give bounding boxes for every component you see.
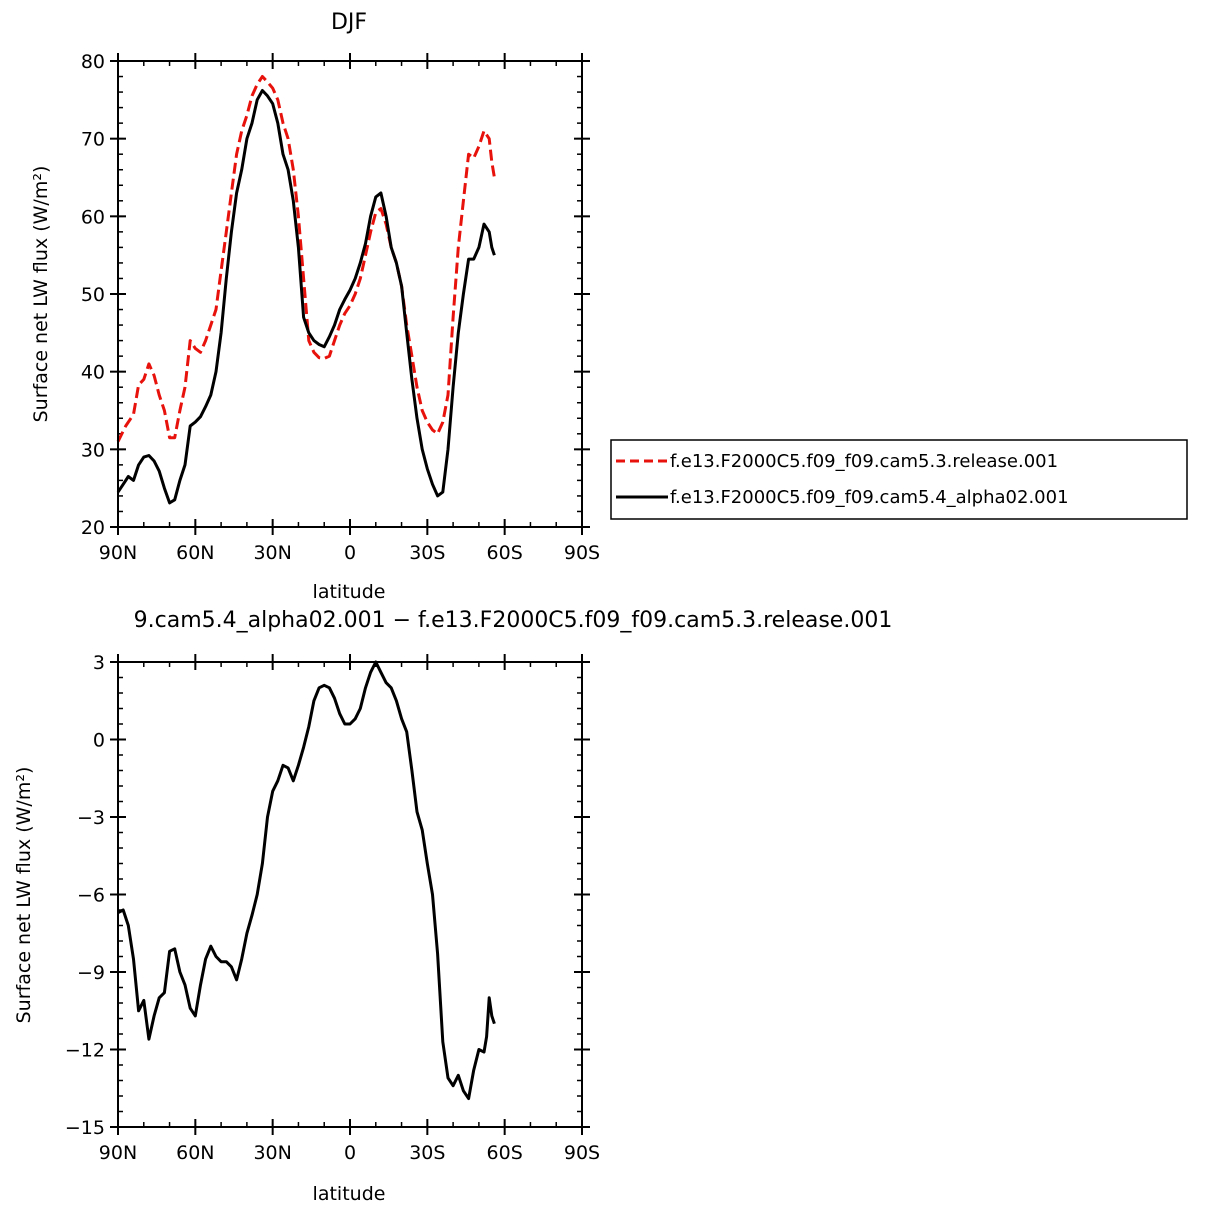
x-tick-label: 30S bbox=[409, 1142, 445, 1164]
top-plot-frame bbox=[117, 60, 583, 528]
bottom-series-lines bbox=[117, 660, 496, 1101]
x-tick-label: 90S bbox=[564, 1142, 600, 1164]
legend: f.e13.F2000C5.f09_f09.cam5.3.release.001… bbox=[610, 439, 1188, 520]
top-panel: DJF 20 30 40 50 60 70 80 90N 60N 30N 0 30S 60S 90S l… bbox=[30, 10, 1188, 603]
x-tick-label: 90S bbox=[564, 542, 600, 564]
y-tick-label: 0 bbox=[93, 730, 105, 752]
series-line-0 bbox=[116, 75, 496, 443]
x-tick-label: 0 bbox=[344, 1142, 356, 1164]
x-tick-label: 60N bbox=[176, 542, 214, 564]
bottom-y-axis-title: Surface net LW flux (W/m²) bbox=[13, 767, 35, 1024]
x-tick-label: 60N bbox=[176, 1142, 214, 1164]
series-line-0 bbox=[117, 660, 496, 1101]
y-tick-label: 60 bbox=[81, 206, 105, 228]
x-tick-label: 30N bbox=[253, 542, 291, 564]
y-tick-label: 50 bbox=[81, 284, 105, 306]
y-tick-label: −6 bbox=[77, 885, 105, 907]
bottom-x-axis-title: latitude bbox=[313, 1183, 386, 1205]
bottom-chart-title: 9.cam5.4_alpha02.001 − f.e13.F2000C5.f09… bbox=[134, 608, 893, 633]
y-tick-label: −15 bbox=[65, 1117, 105, 1139]
top-y-axis-title: Surface net LW flux (W/m²) bbox=[30, 166, 52, 423]
x-tick-label: 30N bbox=[253, 1142, 291, 1164]
y-tick-label: 30 bbox=[81, 439, 105, 461]
y-tick-label: 20 bbox=[81, 517, 105, 539]
legend-label-alpha: f.e13.F2000C5.f09_f09.cam5.4_alpha02.001 bbox=[670, 487, 1069, 508]
bottom-panel: 9.cam5.4_alpha02.001 − f.e13.F2000C5.f09… bbox=[13, 608, 892, 1205]
y-tick-label: 40 bbox=[81, 362, 105, 384]
x-tick-label: 90N bbox=[99, 1142, 137, 1164]
y-tick-label: 80 bbox=[81, 51, 105, 73]
top-axis-ticks bbox=[110, 53, 590, 535]
legend-box bbox=[610, 439, 1188, 520]
top-x-axis-title: latitude bbox=[313, 581, 386, 603]
bottom-plot-frame bbox=[117, 661, 583, 1128]
x-tick-label: 90N bbox=[99, 542, 137, 564]
top-x-tick-labels: 90N 60N 30N 0 30S 60S 90S bbox=[99, 542, 600, 564]
bottom-y-tick-labels: −15 −12 −9 −6 −3 0 3 bbox=[65, 652, 105, 1139]
legend-label-release: f.e13.F2000C5.f09_f09.cam5.3.release.001 bbox=[670, 451, 1058, 472]
bottom-x-tick-labels: 90N 60N 30N 0 30S 60S 90S bbox=[99, 1142, 600, 1164]
x-tick-label: 0 bbox=[344, 542, 356, 564]
x-tick-label: 60S bbox=[487, 542, 523, 564]
y-tick-label: 70 bbox=[81, 129, 105, 151]
top-chart-title: DJF bbox=[331, 10, 367, 35]
y-tick-label: −9 bbox=[77, 962, 105, 984]
series-line-1 bbox=[116, 89, 496, 505]
bottom-axis-ticks bbox=[110, 654, 590, 1135]
x-tick-label: 60S bbox=[487, 1142, 523, 1164]
y-tick-label: −12 bbox=[65, 1040, 105, 1062]
top-series-lines bbox=[116, 75, 496, 505]
top-y-tick-labels: 20 30 40 50 60 70 80 bbox=[81, 51, 105, 539]
y-tick-label: −3 bbox=[77, 807, 105, 829]
x-tick-label: 30S bbox=[409, 542, 445, 564]
y-tick-label: 3 bbox=[93, 652, 105, 674]
